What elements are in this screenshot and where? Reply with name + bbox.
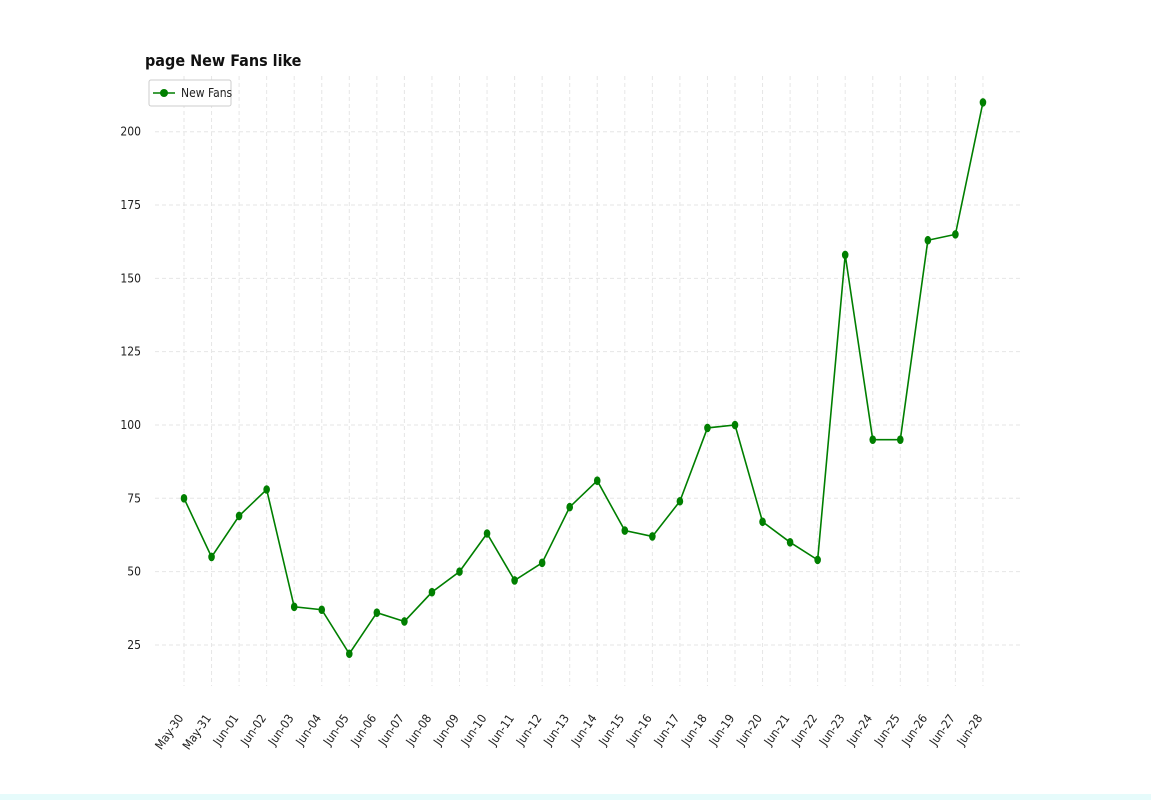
x-tick-label: Jun-28: [954, 712, 986, 749]
x-tick-label: Jun-20: [733, 712, 765, 749]
legend: New Fans: [148, 79, 233, 107]
x-tick-label: Jun-23: [816, 712, 848, 749]
x-tick-label: Jun-06: [347, 712, 379, 749]
x-tick-label: Jun-07: [375, 712, 407, 749]
data-point: [841, 250, 849, 260]
y-tick-label: 25: [127, 638, 141, 652]
series-line: [183, 102, 984, 656]
x-tick-label: Jun-01: [210, 712, 242, 749]
data-point: [373, 608, 381, 617]
data-point: [566, 502, 573, 512]
data-point: [180, 494, 188, 503]
data-point: [456, 567, 463, 576]
data-point: [704, 423, 711, 433]
y-tick-label: 150: [120, 271, 141, 285]
data-point: [346, 649, 353, 659]
y-tick-label: 125: [120, 345, 141, 359]
y-tick-label: 100: [120, 418, 141, 432]
data-point: [318, 605, 326, 615]
x-tick-label: Jun-19: [706, 712, 738, 749]
y-tick-label: 50: [127, 565, 141, 579]
x-tick-label: Jun-13: [540, 712, 572, 749]
x-tick-label: Jun-22: [788, 712, 820, 749]
data-point: [786, 537, 794, 547]
data-point: [924, 235, 932, 245]
x-axis-ticks: May-30May-31Jun-01Jun-02Jun-03Jun-04Jun-…: [152, 712, 985, 753]
legend-label: New Fans: [181, 86, 233, 100]
x-tick-label: Jun-21: [761, 712, 793, 749]
x-tick-label: Jun-09: [430, 712, 462, 749]
data-point: [511, 576, 518, 585]
x-tick-label: Jun-26: [898, 712, 930, 749]
data-point: [979, 98, 987, 107]
data-point: [676, 496, 684, 506]
data-point: [897, 435, 904, 444]
x-tick-label: Jun-27: [926, 712, 958, 749]
data-point: [869, 435, 877, 444]
data-point: [483, 529, 491, 538]
x-tick-label: Jun-15: [595, 712, 627, 749]
grid: [155, 76, 1022, 686]
legend-marker: [160, 89, 168, 97]
x-tick-label: Jun-02: [237, 712, 269, 749]
data-point: [759, 517, 766, 527]
chart-title: page New Fans like: [145, 51, 302, 70]
y-tick-label: 200: [120, 125, 141, 139]
data-point: [731, 420, 739, 430]
x-tick-label: Jun-05: [320, 712, 352, 749]
series-new-fans: [180, 98, 987, 659]
bottom-strip: [0, 794, 1151, 800]
data-point: [649, 532, 656, 541]
x-tick-label: Jun-25: [871, 712, 903, 749]
data-point: [235, 511, 243, 521]
x-tick-label: Jun-17: [651, 712, 683, 749]
x-tick-label: Jun-12: [513, 712, 545, 749]
data-point: [428, 587, 436, 597]
data-point: [593, 476, 601, 486]
y-tick-label: 75: [127, 491, 141, 505]
x-tick-label: Jun-10: [458, 712, 490, 749]
data-point: [814, 555, 821, 565]
x-tick-label: Jun-18: [678, 712, 710, 749]
x-tick-label: Jun-11: [485, 712, 517, 749]
x-tick-label: Jun-04: [292, 712, 324, 749]
y-tick-label: 175: [120, 198, 141, 212]
x-tick-label: Jun-08: [403, 712, 435, 749]
data-point: [290, 602, 298, 612]
x-tick-label: May-31: [180, 712, 214, 753]
data-point: [952, 230, 959, 239]
x-tick-label: Jun-16: [623, 712, 655, 749]
data-point: [208, 552, 215, 562]
data-point: [401, 617, 408, 626]
y-axis-ticks: 25 50 75 100 125 150 175 200: [120, 125, 141, 652]
x-tick-label: Jun-03: [265, 712, 297, 749]
x-tick-label: Jun-24: [843, 712, 875, 749]
x-tick-label: Jun-14: [568, 712, 600, 749]
data-point: [538, 558, 546, 568]
legend-box: [148, 79, 232, 107]
data-point: [621, 526, 629, 535]
data-point: [263, 485, 270, 494]
